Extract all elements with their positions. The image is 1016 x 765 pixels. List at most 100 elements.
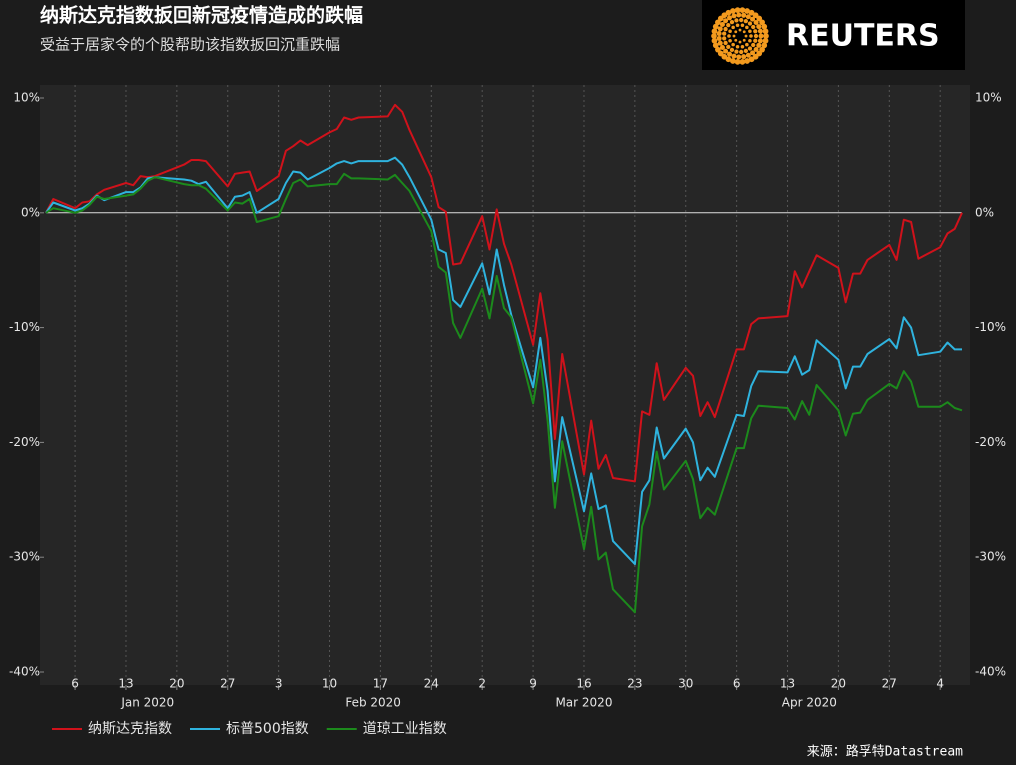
chart-title: 纳斯达克指数扳回新冠疫情造成的跌幅 xyxy=(40,4,363,27)
month-label: Feb 2020 xyxy=(345,696,401,710)
month-label: Mar 2020 xyxy=(555,696,612,710)
logo-dot xyxy=(747,46,753,51)
logo-dot xyxy=(743,48,748,54)
logo-dot xyxy=(741,12,747,18)
logo-dot xyxy=(715,46,721,53)
logo-dot xyxy=(762,37,769,44)
logo-dot xyxy=(757,28,763,34)
logo-dot xyxy=(730,8,736,14)
logo-dot xyxy=(727,34,731,38)
logo-dot xyxy=(744,8,750,14)
logo-dot xyxy=(757,38,763,44)
logo-dot xyxy=(743,18,748,24)
x-tick-label: 20 xyxy=(831,677,846,691)
line-series xyxy=(45,156,962,566)
logo-dot xyxy=(716,31,722,37)
logo-dot xyxy=(744,58,750,64)
line-series xyxy=(45,103,963,483)
logo-dot xyxy=(738,40,742,44)
logo-dot xyxy=(736,12,742,18)
legend-label: 标普500指数 xyxy=(226,721,309,737)
logo-dot xyxy=(734,49,739,54)
logo-icon xyxy=(711,7,769,65)
logo-dot xyxy=(753,29,758,34)
logo-dot xyxy=(742,38,746,42)
logo-dot xyxy=(748,29,752,34)
logo-dot xyxy=(719,21,725,27)
logo-dot xyxy=(756,24,762,30)
logo-dot xyxy=(753,46,759,52)
logo-dot xyxy=(745,25,749,30)
x-tick-label: 27 xyxy=(882,677,897,691)
logo-dot xyxy=(750,50,756,56)
logo-dot xyxy=(763,33,769,39)
logo-dot xyxy=(753,20,759,26)
logo-dot xyxy=(734,18,739,23)
logo-dot xyxy=(736,54,742,60)
logo-dot xyxy=(744,34,748,38)
logo-dot xyxy=(722,36,727,41)
x-tick-label: 13 xyxy=(780,677,795,691)
logo-dot xyxy=(750,16,756,22)
logo-dot xyxy=(761,23,768,30)
logo-dot xyxy=(726,44,731,50)
logo-dot xyxy=(728,38,732,43)
x-tick-label: 4 xyxy=(936,677,944,691)
y2-tick-label: -20% xyxy=(975,435,1006,449)
chart-subtitle: 受益于居家令的个股帮助该指数扳回沉重跌幅 xyxy=(40,36,340,54)
logo-dot xyxy=(717,40,723,46)
logo-dot xyxy=(735,44,740,49)
logo-dot xyxy=(740,44,745,49)
logo-dot xyxy=(731,53,737,59)
logo-dot xyxy=(727,15,732,21)
logo-dot xyxy=(711,33,717,39)
logo-dot xyxy=(711,28,718,35)
line-series xyxy=(45,172,963,614)
logo-dot xyxy=(749,34,753,38)
x-tick-label: 9 xyxy=(529,677,537,691)
logo-dot xyxy=(751,42,756,48)
logo-dot xyxy=(723,40,728,46)
logo-dot xyxy=(727,51,732,57)
logo-dot xyxy=(762,28,769,35)
logo-dot xyxy=(742,30,746,34)
logo-dot xyxy=(728,29,732,34)
logo-dot xyxy=(748,38,752,43)
logo-dot xyxy=(731,25,735,30)
logo-dot xyxy=(739,49,744,55)
month-label: Jan 2020 xyxy=(120,696,174,710)
logo-dot xyxy=(712,42,719,49)
logo-dot xyxy=(735,23,740,28)
logo-dot xyxy=(734,7,741,13)
y-tick-label: -10% xyxy=(9,320,40,334)
y-tick-label: 0% xyxy=(21,205,40,219)
logo-dot xyxy=(725,56,732,63)
logo-dot xyxy=(752,53,759,60)
logo-dot xyxy=(739,17,744,23)
logo-dot xyxy=(711,37,718,44)
y2-tick-label: -10% xyxy=(975,320,1006,334)
y-tick-label: -20% xyxy=(9,435,40,449)
logo-text: REUTERS xyxy=(786,19,940,54)
plot-area xyxy=(40,85,970,685)
logo-dot xyxy=(756,42,762,48)
y2-tick-label: 10% xyxy=(975,91,1002,105)
source: 来源：路孚特Datastream xyxy=(807,744,963,760)
logo-dot xyxy=(738,28,742,32)
y2-tick-label: -40% xyxy=(975,665,1006,679)
logo-dot xyxy=(721,12,728,19)
legend-label: 纳斯达克指数 xyxy=(88,721,172,737)
logo-dot xyxy=(740,23,745,28)
x-tick-label: 16 xyxy=(576,677,591,691)
y-tick-label: 10% xyxy=(13,91,40,105)
x-tick-label: 10 xyxy=(322,677,337,691)
y2-tick-label: -30% xyxy=(975,550,1006,564)
logo-dot xyxy=(716,35,722,41)
legend-label: 道琼工业指数 xyxy=(363,721,447,737)
y-tick-label: -30% xyxy=(9,550,40,564)
logo-dot xyxy=(726,22,731,28)
logo-dot xyxy=(722,31,727,36)
logo-dot xyxy=(739,7,746,13)
x-tick-label: 20 xyxy=(169,677,184,691)
x-tick-label: 6 xyxy=(71,677,79,691)
